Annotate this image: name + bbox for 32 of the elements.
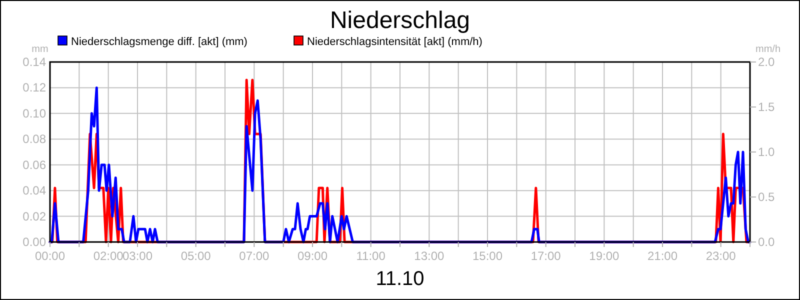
y2-axis-title: mm/h	[756, 44, 780, 55]
x-tick-label: 13:00	[414, 249, 445, 263]
y-tick-label: 0.10	[22, 106, 46, 120]
x-axis-title: 11.10	[376, 268, 424, 290]
x-tick-label: 00:00	[34, 249, 66, 263]
y-tick-label: 0.06	[22, 158, 46, 172]
y-axis-title: mm	[32, 44, 48, 55]
y2-tick-label: 0.0	[758, 235, 776, 249]
y2-tick-label: 0.5	[758, 190, 776, 204]
y2-tick-label: 1.0	[758, 145, 776, 159]
x-tick-label: 15:00	[472, 249, 503, 263]
legend-label: Niederschlagsintensität [akt] (mm/h)	[307, 36, 482, 48]
x-tick-label: 05:00	[180, 249, 212, 263]
x-tick-label: 02:00	[93, 249, 124, 263]
x-tick-label: 19:00	[589, 249, 620, 263]
chart-title: Niederschlag	[330, 7, 470, 34]
y2-tick-label: 2.0	[758, 55, 776, 69]
y-tick-label: 0.12	[22, 80, 46, 95]
x-tick-label: 23:00	[706, 249, 736, 263]
x-tick-label: 03:00	[122, 249, 153, 263]
y-tick-label: 0.00	[22, 235, 46, 249]
x-tick-label: 17:00	[530, 249, 562, 263]
x-tick-label: 11:00	[356, 249, 386, 263]
y-tick-label: 0.08	[22, 132, 46, 146]
x-tick-label: 09:00	[297, 249, 328, 263]
y-tick-label: 0.04	[22, 184, 46, 198]
y-tick-label: 0.02	[22, 209, 46, 224]
legend-label: Niederschlagsmenge diff. [akt] (mm)	[71, 36, 248, 48]
x-tick-label: 07:00	[239, 249, 270, 263]
x-tick-label: 21:00	[647, 249, 678, 263]
y-tick-label: 0.14	[22, 55, 46, 69]
y2-tick-label: 1.5	[758, 100, 776, 114]
